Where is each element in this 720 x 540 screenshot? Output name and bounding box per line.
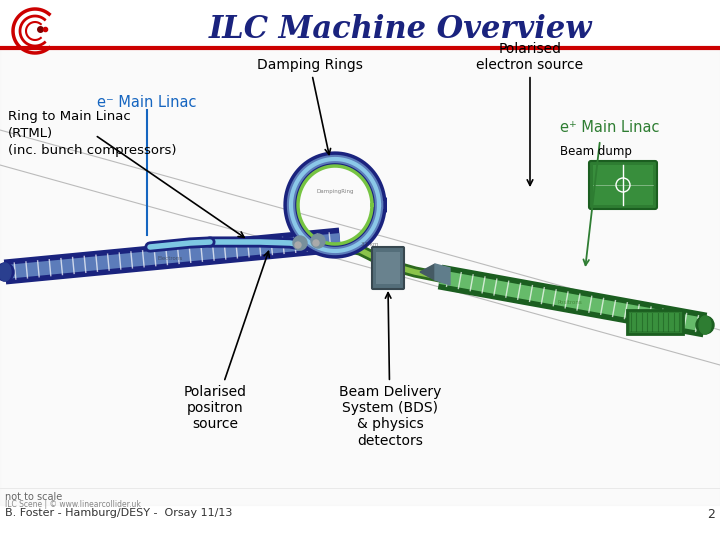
FancyBboxPatch shape (589, 161, 657, 209)
Text: Positrons: Positrons (557, 300, 582, 305)
Text: ILC Scene | © www.linearcollider.uk: ILC Scene | © www.linearcollider.uk (5, 500, 141, 509)
FancyBboxPatch shape (372, 247, 404, 289)
Circle shape (295, 242, 301, 248)
Text: Ring to Main Linac
(RTML)
(inc. bunch compressors): Ring to Main Linac (RTML) (inc. bunch co… (8, 110, 176, 157)
Text: Electrons: Electrons (158, 255, 183, 260)
Text: Polarised
positron
source: Polarised positron source (184, 252, 269, 431)
Text: Beam Delivery
System (BDS)
& physics
detectors: Beam Delivery System (BDS) & physics det… (339, 293, 441, 448)
Text: Beam dump: Beam dump (560, 145, 632, 158)
Text: ILC Machine Overview: ILC Machine Overview (208, 15, 592, 45)
Text: Polarised
electron source: Polarised electron source (477, 42, 584, 185)
Circle shape (311, 234, 325, 248)
Text: not to scale: not to scale (5, 492, 62, 502)
Text: e⁺ Main Linac: e⁺ Main Linac (560, 120, 660, 135)
FancyBboxPatch shape (630, 313, 680, 331)
Ellipse shape (0, 263, 14, 281)
Ellipse shape (0, 263, 11, 281)
Ellipse shape (696, 316, 714, 334)
Text: 31 km: 31 km (361, 242, 379, 247)
FancyBboxPatch shape (627, 310, 683, 334)
Polygon shape (420, 264, 435, 280)
Bar (0, 48, 720, 505)
Text: e⁻ Main Linac: e⁻ Main Linac (97, 95, 197, 110)
Text: 2: 2 (707, 508, 715, 521)
Text: DampingRing: DampingRing (316, 190, 354, 194)
Ellipse shape (699, 316, 711, 334)
Text: B. Foster - Hamburg/DESY -  Orsay 11/13: B. Foster - Hamburg/DESY - Orsay 11/13 (5, 508, 233, 518)
Circle shape (313, 240, 319, 246)
FancyBboxPatch shape (593, 165, 653, 205)
Polygon shape (435, 264, 450, 285)
Circle shape (293, 236, 307, 250)
FancyBboxPatch shape (376, 252, 400, 284)
Text: Damping Rings: Damping Rings (257, 58, 363, 154)
